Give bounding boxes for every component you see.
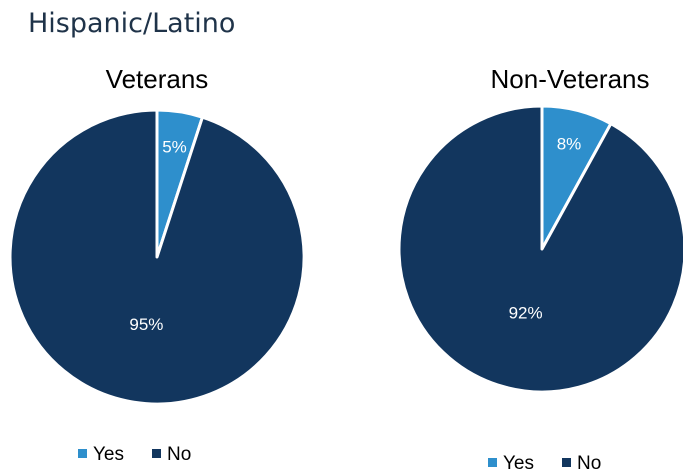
legend-swatch-non-veterans-no	[562, 458, 571, 467]
slice-label-non-veterans-yes: 8%	[557, 135, 582, 154]
legend-label-non-veterans-no: No	[577, 453, 601, 473]
pie-chart-non-veterans: Non-Veterans 8% 92% Yes No	[397, 64, 683, 473]
chart-title-veterans: Veterans	[106, 64, 209, 94]
pie-slice-veterans-no	[8, 108, 306, 406]
chart-title-non-veterans: Non-Veterans	[491, 64, 650, 94]
page-title: Hispanic/Latino	[28, 8, 236, 39]
pie-chart-veterans: Veterans 5% 95% Yes No	[8, 64, 306, 465]
legend-swatch-veterans-no	[152, 449, 161, 458]
pie-slice-non-veterans-no	[397, 104, 683, 394]
slice-label-non-veterans-no: 92%	[509, 304, 543, 323]
legend-label-veterans-yes: Yes	[93, 444, 124, 465]
legend-non-veterans: Yes No	[488, 453, 601, 473]
slice-label-veterans-yes: 5%	[162, 138, 187, 157]
legend-label-non-veterans-yes: Yes	[503, 453, 534, 473]
legend-label-veterans-no: No	[167, 444, 191, 465]
legend-swatch-veterans-yes	[78, 449, 87, 458]
slice-label-veterans-no: 95%	[129, 315, 163, 334]
legend-swatch-non-veterans-yes	[488, 458, 497, 467]
legend-veterans: Yes No	[78, 444, 191, 465]
